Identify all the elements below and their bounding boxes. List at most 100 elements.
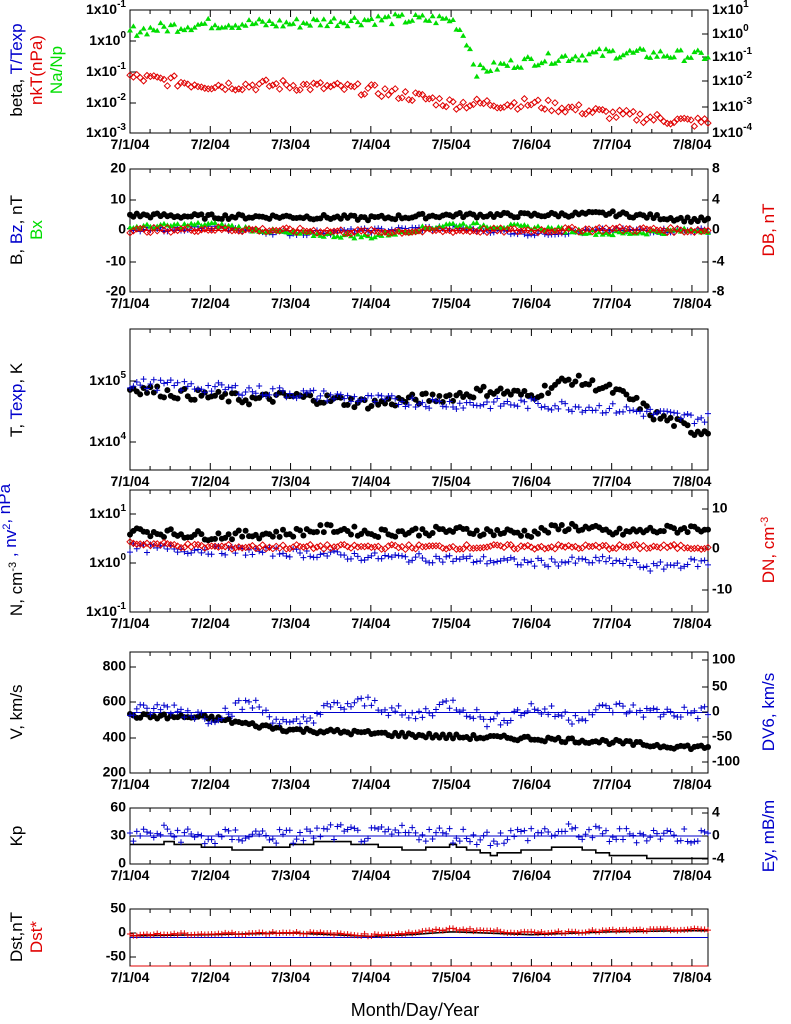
data-point [663, 543, 671, 552]
data-point [524, 405, 531, 412]
data-point [524, 541, 532, 550]
data-point [666, 120, 675, 128]
data-point [643, 403, 650, 410]
data-point [663, 228, 671, 237]
data-point [535, 530, 541, 537]
data-point [173, 542, 182, 550]
data-point [405, 402, 412, 409]
data-point [433, 553, 439, 560]
data-point [449, 228, 457, 237]
data-point [415, 541, 423, 549]
data-point [382, 706, 388, 713]
data-point [269, 385, 276, 392]
data-point [232, 699, 239, 706]
data-point [643, 563, 650, 570]
series-1 [130, 840, 708, 860]
data-point [354, 19, 361, 25]
data-point [377, 92, 386, 101]
data-point [272, 79, 280, 88]
data-point [378, 823, 385, 830]
data-point [174, 395, 181, 402]
data-point [358, 234, 365, 240]
data-point [537, 225, 546, 234]
data-point [575, 717, 582, 724]
data-point [245, 543, 253, 551]
data-point [439, 227, 447, 236]
data-point [592, 554, 599, 561]
data-point [507, 541, 515, 549]
data-point [161, 220, 167, 226]
data-point [310, 929, 317, 936]
data-point [443, 15, 450, 21]
data-point [411, 227, 420, 236]
data-point [252, 86, 260, 94]
x-tick-label: 7/7/04 [592, 136, 631, 152]
data-point [432, 226, 440, 235]
data-point [392, 533, 399, 540]
y-right-tick-label: 1x10-2 [712, 70, 752, 88]
data-point [504, 836, 511, 843]
data-point [297, 550, 303, 557]
x-tick-label: 7/4/04 [351, 473, 390, 489]
data-point [510, 98, 518, 107]
data-point [357, 227, 365, 235]
data-point [133, 705, 140, 712]
data-point [429, 529, 436, 536]
data-point [419, 399, 426, 406]
data-point [324, 826, 331, 833]
data-point [399, 398, 405, 405]
data-point [258, 77, 267, 86]
data-point [184, 550, 191, 557]
data-point [480, 531, 487, 538]
data-point [565, 406, 572, 413]
data-point [620, 560, 626, 567]
data-point [384, 542, 393, 550]
data-point [207, 85, 216, 93]
data-point [701, 56, 708, 62]
data-point [544, 96, 552, 105]
data-point [589, 927, 596, 934]
data-point [698, 827, 705, 834]
data-point [603, 46, 609, 52]
data-point [156, 74, 165, 82]
data-point [297, 720, 303, 727]
data-point [225, 711, 232, 718]
data-point [575, 372, 582, 379]
data-point [569, 56, 575, 62]
data-point [705, 711, 711, 718]
data-point [188, 549, 195, 556]
data-point [361, 556, 368, 563]
data-point [188, 27, 195, 33]
data-point [416, 929, 422, 936]
data-point [429, 391, 436, 398]
data-point [269, 533, 276, 540]
data-point [259, 828, 266, 835]
data-point [170, 72, 178, 80]
data-point [147, 533, 154, 540]
data-point [535, 930, 541, 937]
data-point [351, 404, 358, 411]
data-point [579, 409, 586, 416]
data-point [385, 712, 392, 719]
data-point [643, 544, 651, 553]
y-right-axis-label: DV6, km/s [759, 673, 778, 751]
y-right-tick-label: -50 [712, 728, 732, 744]
series-3 [127, 11, 711, 79]
data-point [418, 228, 427, 236]
data-point [368, 933, 375, 940]
data-point [215, 379, 222, 386]
data-point [212, 22, 218, 28]
data-point [538, 710, 545, 717]
data-point [470, 715, 477, 722]
data-point [235, 697, 242, 704]
data-point [395, 829, 402, 836]
data-point [501, 400, 507, 407]
data-point [344, 931, 351, 938]
data-point [633, 559, 640, 566]
data-point [562, 400, 569, 407]
data-point [436, 825, 443, 832]
data-point [300, 713, 307, 720]
data-point [470, 559, 477, 566]
data-point [684, 838, 691, 845]
data-point [586, 709, 592, 716]
